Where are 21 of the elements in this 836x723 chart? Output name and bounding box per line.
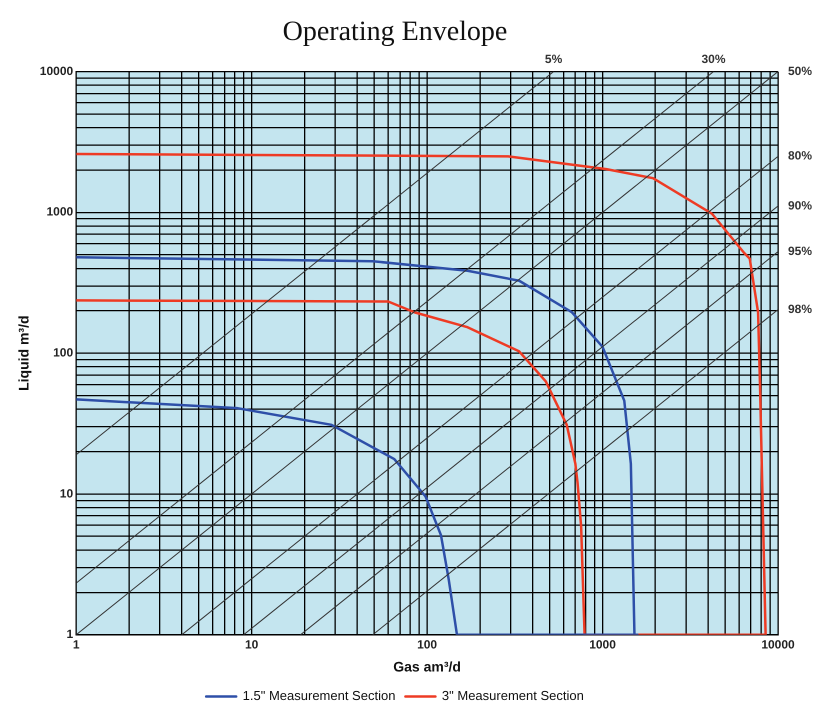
y-tick-label: 10 — [60, 486, 74, 500]
annotation: 30% — [701, 52, 726, 66]
y-tick-label: 1000 — [46, 204, 74, 219]
annotation: 90% — [788, 198, 812, 212]
legend-label: 1.5" Measurement Section — [242, 688, 396, 704]
x-tick-label: 100 — [417, 637, 438, 652]
annotation: 50% — [788, 64, 812, 78]
x-tick-label: 1000 — [589, 637, 616, 652]
y-tick-label: 100 — [53, 346, 74, 360]
y-tick-label: 1 — [66, 627, 74, 642]
x-tick-label: 10 — [244, 637, 259, 652]
annotation: 5% — [544, 52, 563, 66]
annotation: 80% — [788, 148, 812, 163]
legend-label: 3" Measurement Section — [442, 688, 584, 704]
y-tick-label: 10000 — [40, 64, 74, 78]
x-tick-label: 10000 — [761, 637, 796, 652]
x-axis-title: Gas am³/d — [393, 658, 461, 674]
annotation: 95% — [788, 244, 812, 258]
annotation: 98% — [788, 302, 812, 316]
chart-title: Operating Envelope — [282, 16, 508, 48]
y-axis-title: Liquid m³/d — [15, 315, 32, 391]
